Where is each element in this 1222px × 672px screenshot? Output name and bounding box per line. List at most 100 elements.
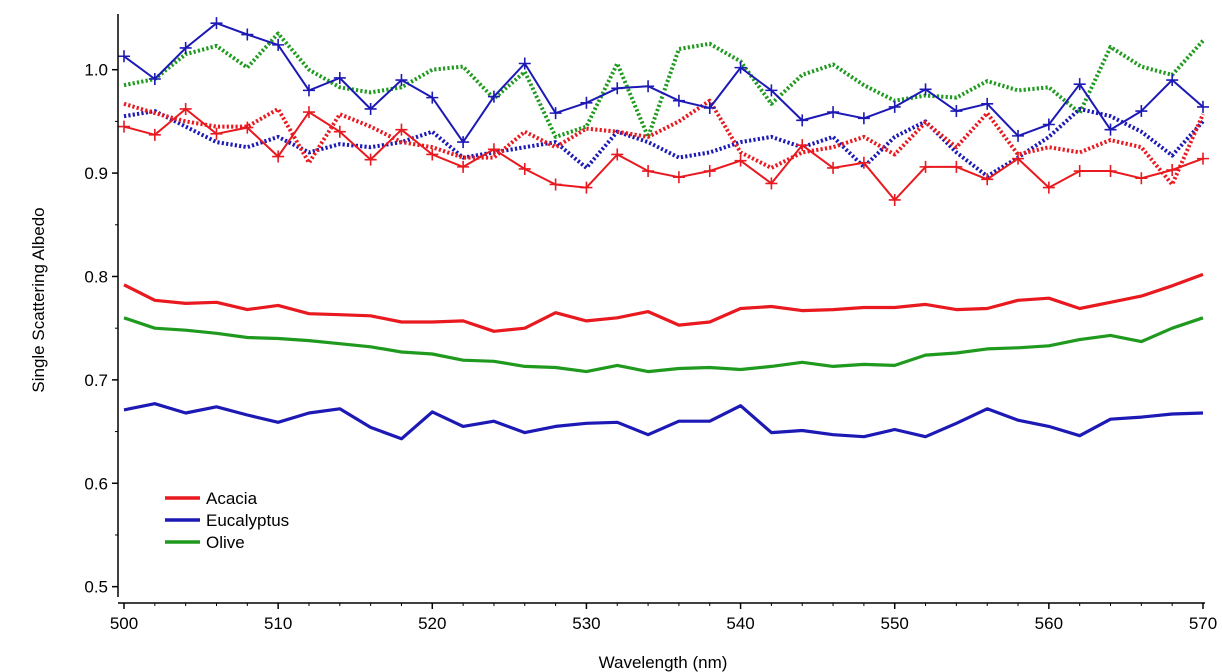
data-point-marker: [1012, 152, 1025, 165]
y-tick-label: 0.8: [84, 267, 108, 286]
data-point-marker: [611, 82, 624, 95]
x-tick-label: 530: [572, 614, 600, 633]
data-point-marker: [611, 148, 624, 161]
series-olive-solid: [123, 316, 1204, 374]
data-point-marker: [703, 165, 716, 178]
data-point-marker: [426, 91, 439, 104]
data-point-marker: [487, 143, 500, 156]
data-point-marker: [333, 125, 346, 138]
data-point-marker: [333, 71, 346, 84]
data-point-marker: [981, 173, 994, 186]
legend-label: Olive: [206, 533, 245, 552]
x-axis-title: Wavelength (nm): [599, 653, 728, 672]
data-point-marker: [210, 17, 223, 30]
x-tick-label: 520: [418, 614, 446, 633]
x-tick-label: 500: [110, 614, 138, 633]
data-point-marker: [919, 83, 932, 96]
series-line: [123, 272, 1204, 333]
data-point-marker: [888, 193, 901, 206]
data-point-marker: [210, 127, 223, 140]
data-point-marker: [395, 123, 408, 136]
data-point-marker: [580, 96, 593, 109]
data-point-marker: [765, 177, 778, 190]
series-line: [123, 316, 1204, 374]
data-point-marker: [426, 148, 439, 161]
data-point-marker: [118, 50, 130, 63]
x-tick-label: 570: [1189, 614, 1217, 633]
data-point-marker: [148, 128, 161, 141]
data-point-marker: [642, 80, 655, 93]
data-point-marker: [1012, 129, 1025, 142]
series-eucalyptus-solid-markers: [118, 17, 1209, 149]
data-point-marker: [1042, 181, 1055, 194]
data-point-marker: [827, 161, 840, 174]
series-line: [123, 22, 1204, 144]
data-point-marker: [241, 121, 254, 134]
data-point-marker: [1166, 163, 1179, 176]
data-point-marker: [549, 107, 562, 120]
data-point-marker: [919, 160, 932, 173]
x-tick-label: 550: [881, 614, 909, 633]
data-point-marker: [580, 181, 593, 194]
data-point-marker: [981, 97, 994, 110]
data-point-marker: [1197, 152, 1209, 165]
series-acacia-solid: [123, 272, 1204, 333]
data-point-marker: [796, 114, 809, 127]
data-point-marker: [857, 156, 870, 169]
data-point-marker: [672, 94, 685, 107]
data-point-marker: [765, 84, 778, 97]
data-point-marker: [1104, 165, 1117, 178]
y-tick-label: 0.7: [84, 371, 108, 390]
series-eucalyptus-solid: [123, 402, 1204, 441]
data-point-marker: [1104, 123, 1117, 136]
y-tick-label: 0.5: [84, 578, 108, 597]
legend-label: Acacia: [206, 489, 258, 508]
data-point-marker: [272, 38, 285, 51]
x-tick-label: 560: [1035, 614, 1063, 633]
data-point-marker: [364, 153, 377, 166]
data-point-marker: [1073, 165, 1086, 178]
data-point-marker: [672, 171, 685, 184]
data-point-marker: [1135, 105, 1148, 118]
legend-label: Eucalyptus: [206, 511, 289, 530]
series-acacia-solid-markers: [118, 102, 1209, 206]
data-point-marker: [642, 165, 655, 178]
y-ticks: 0.5 0.6 0.7 0.8 0.9 1.0: [84, 61, 118, 597]
data-point-marker: [827, 106, 840, 119]
data-point-marker: [734, 61, 747, 74]
series-line: [123, 108, 1204, 201]
data-point-marker: [1042, 118, 1055, 131]
data-point-marker: [272, 150, 285, 163]
data-point-marker: [518, 162, 531, 175]
y-tick-label: 0.9: [84, 164, 108, 183]
data-point-marker: [703, 101, 716, 114]
data-point-marker: [148, 73, 161, 86]
series-eucalyptus-dotted: [123, 107, 1205, 179]
series-line: [123, 107, 1205, 179]
data-point-marker: [888, 100, 901, 113]
plot-lines: [118, 17, 1209, 441]
x-ticks: 500 510 520 530 540 550 560 570: [110, 603, 1217, 633]
data-point-marker: [1135, 172, 1148, 185]
y-axis-title: Single Scattering Albedo: [29, 207, 48, 392]
y-tick-label: 1.0: [84, 61, 108, 80]
x-tick-label: 510: [264, 614, 292, 633]
series-acacia-dotted: [123, 98, 1205, 187]
data-point-marker: [179, 102, 192, 115]
data-point-marker: [457, 136, 470, 149]
data-point-marker: [1166, 74, 1179, 87]
data-point-marker: [518, 57, 531, 70]
axes: 0.5 0.6 0.7 0.8 0.9 1.0 500 510 520 530 540 550 560…: [84, 14, 1217, 633]
data-point-marker: [1197, 100, 1209, 113]
x-tick-label: 540: [726, 614, 754, 633]
data-point-marker: [950, 105, 963, 118]
data-point-marker: [302, 106, 315, 119]
series-line: [123, 402, 1204, 441]
series-line: [123, 98, 1205, 187]
data-point-marker: [549, 178, 562, 191]
data-point-marker: [796, 139, 809, 152]
legend: Acacia Eucalyptus Olive: [165, 489, 289, 552]
data-point-marker: [857, 112, 870, 125]
data-point-marker: [1073, 78, 1086, 91]
